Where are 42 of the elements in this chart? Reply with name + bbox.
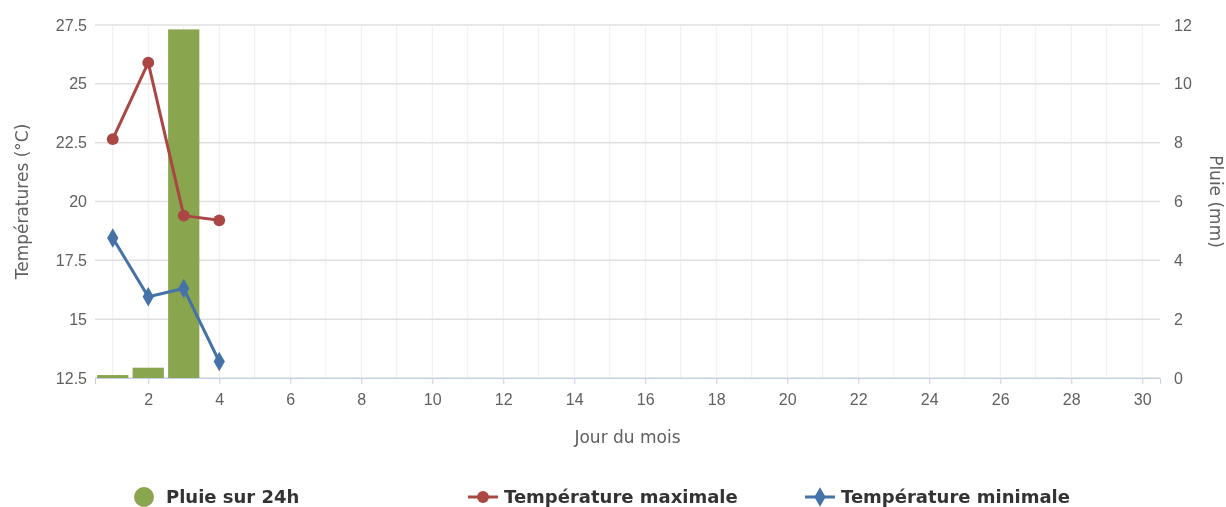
x-tick-label: 22 xyxy=(849,390,868,408)
point xyxy=(177,209,190,222)
point xyxy=(213,214,226,227)
y2-tick-label: 8 xyxy=(1174,134,1183,152)
bar xyxy=(168,29,200,378)
legend-label: Pluie sur 24h xyxy=(166,486,300,507)
bar xyxy=(132,367,164,378)
point xyxy=(142,56,155,69)
x-tick-label: 26 xyxy=(991,390,1010,408)
x-tick-label: 28 xyxy=(1062,390,1081,408)
y2-tick-label: 10 xyxy=(1174,75,1192,93)
y2-tick-label: 0 xyxy=(1174,369,1183,387)
y2-axis-title: Pluie (mm) xyxy=(1206,155,1226,248)
x-tick-label: 20 xyxy=(778,390,797,408)
x-axis-title: Jour du mois xyxy=(573,427,681,447)
x-tick-label: 18 xyxy=(707,390,726,408)
point xyxy=(106,133,119,146)
x-tick-label: 10 xyxy=(423,390,442,408)
x-tick-label: 4 xyxy=(215,390,225,408)
x-tick-label: 8 xyxy=(357,390,367,408)
y2-tick-label: 2 xyxy=(1174,310,1183,328)
x-tick-label: 30 xyxy=(1133,390,1152,408)
y-tick-label: 15 xyxy=(69,310,88,328)
x-tick-label: 14 xyxy=(565,390,584,408)
y-tick-label: 12.5 xyxy=(55,369,88,387)
x-tick-label: 12 xyxy=(494,390,513,408)
y-axis-title: Températures (°C) xyxy=(12,123,32,281)
x-tick-label: 24 xyxy=(920,390,939,408)
legend-label: Température maximale xyxy=(504,486,738,507)
y-tick-label: 17.5 xyxy=(55,251,88,269)
y-tick-label: 20 xyxy=(69,193,88,211)
y2-tick-label: 12 xyxy=(1174,16,1192,34)
legend-label: Température minimale xyxy=(841,486,1070,507)
x-tick-label: 6 xyxy=(286,390,296,408)
x-tick-label: 16 xyxy=(636,390,655,408)
y2-tick-label: 4 xyxy=(1174,251,1183,269)
y-tick-label: 27.5 xyxy=(55,16,88,34)
y-tick-label: 22.5 xyxy=(55,134,88,152)
y2-tick-label: 6 xyxy=(1174,193,1183,211)
bar xyxy=(97,375,129,378)
x-tick-label: 2 xyxy=(144,390,154,408)
y-tick-label: 25 xyxy=(69,75,88,93)
